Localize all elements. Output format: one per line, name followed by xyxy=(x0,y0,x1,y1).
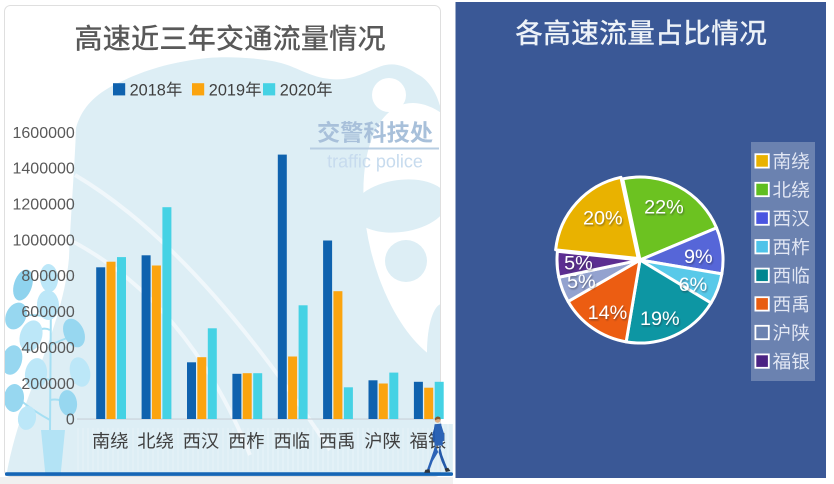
svg-text:2018: 2018 xyxy=(130,81,166,99)
svg-text:200000: 200000 xyxy=(21,376,74,393)
svg-text:1200000: 1200000 xyxy=(13,197,75,214)
svg-text:9%: 9% xyxy=(684,246,713,268)
svg-text:800000: 800000 xyxy=(21,268,74,285)
svg-text:19%: 19% xyxy=(640,308,680,330)
svg-text:1400000: 1400000 xyxy=(13,161,75,178)
svg-text:2020: 2020 xyxy=(280,81,316,99)
svg-text:20%: 20% xyxy=(583,208,623,230)
svg-text:traffic police: traffic police xyxy=(327,152,423,172)
svg-text:2019: 2019 xyxy=(209,81,245,99)
svg-text:0: 0 xyxy=(66,412,75,429)
svg-text:1000000: 1000000 xyxy=(13,232,75,249)
svg-text:6%: 6% xyxy=(679,274,708,296)
svg-text:5%: 5% xyxy=(567,271,596,293)
svg-text:1600000: 1600000 xyxy=(13,125,75,142)
svg-text:22%: 22% xyxy=(644,197,684,219)
svg-text:5%: 5% xyxy=(564,252,593,274)
svg-text:600000: 600000 xyxy=(21,304,74,321)
svg-text:14%: 14% xyxy=(588,302,628,324)
svg-text:400000: 400000 xyxy=(21,340,74,357)
